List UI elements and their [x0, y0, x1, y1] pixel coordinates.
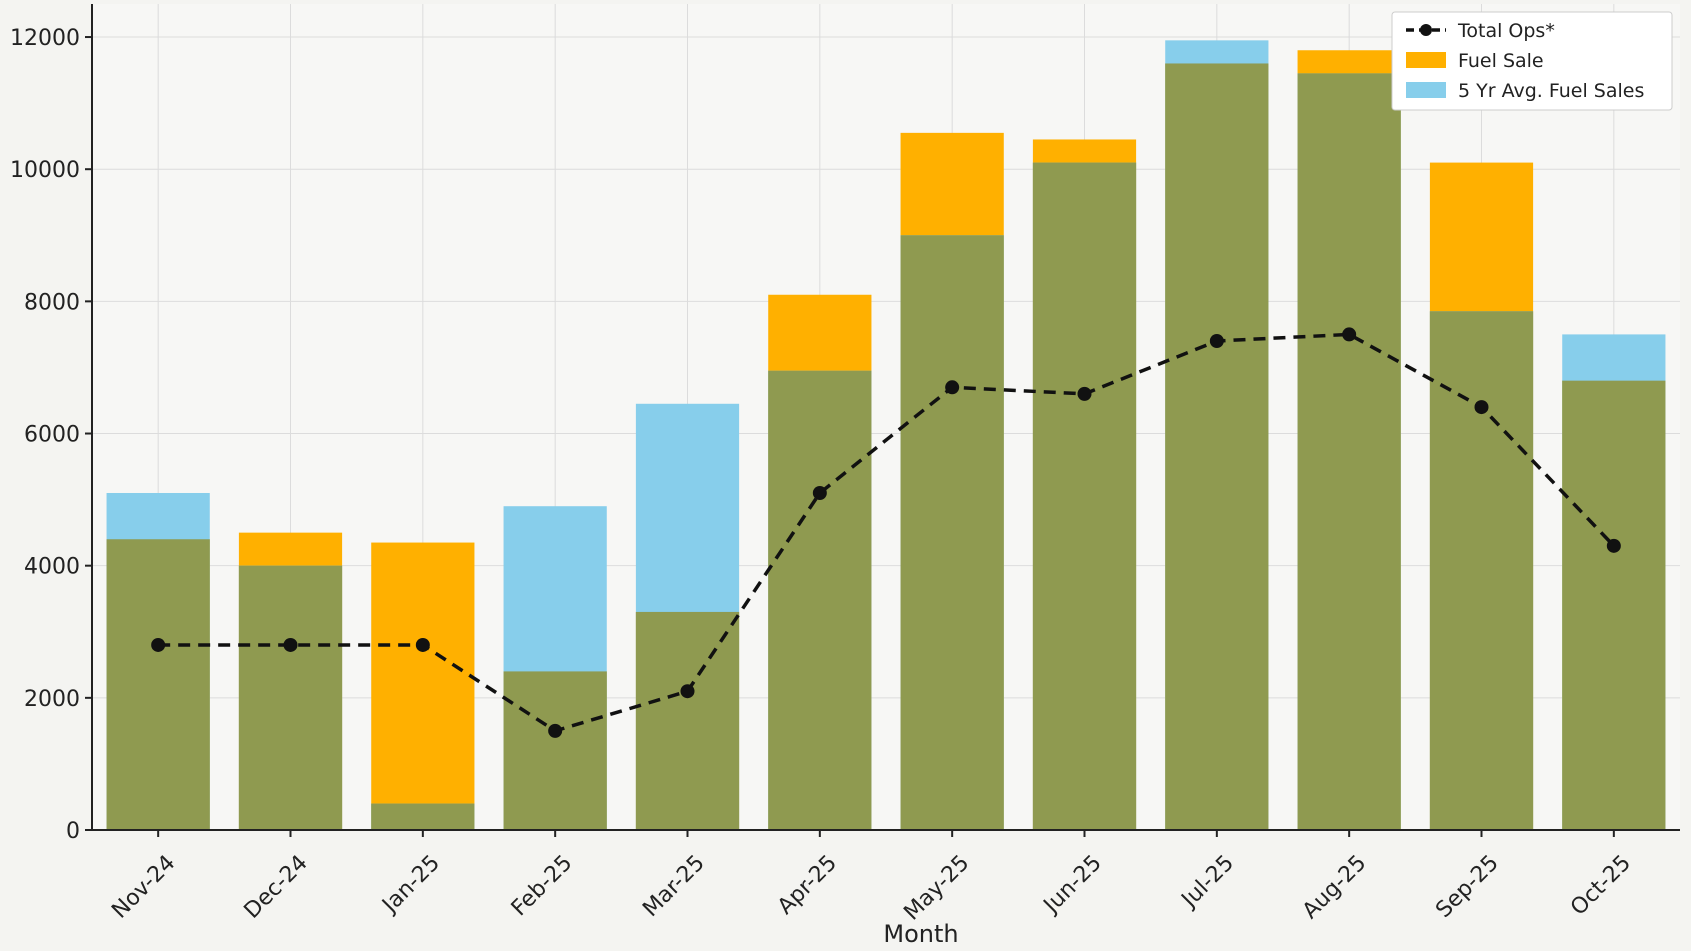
y-tick-label: 12000 — [10, 26, 80, 51]
x-tick-label: Apr-25 — [773, 851, 842, 920]
y-tick-label: 4000 — [24, 555, 80, 580]
x-tick-label: Mar-25 — [638, 851, 709, 922]
x-tick-label: Aug-25 — [1298, 851, 1371, 924]
point-total-ops — [680, 684, 695, 699]
x-tick-label: Jan-25 — [377, 851, 445, 919]
bar-overlap — [1165, 63, 1269, 831]
x-tick-label: Dec-24 — [240, 851, 313, 924]
bar-fuel-sale — [371, 542, 475, 830]
legend-swatch — [1406, 82, 1446, 98]
point-total-ops — [812, 485, 827, 500]
x-tick-label: Nov-24 — [107, 851, 180, 924]
plot-area — [92, 4, 1680, 830]
y-tick-label: 6000 — [24, 423, 80, 448]
y-tick-label: 0 — [66, 819, 80, 844]
x-tick-label: Oct-25 — [1566, 851, 1636, 921]
bar-overlap — [1429, 311, 1534, 831]
point-total-ops — [283, 637, 298, 652]
bar-overlap — [1032, 162, 1137, 831]
point-total-ops — [151, 637, 166, 652]
y-tick-label: 2000 — [24, 687, 80, 712]
bar-overlap — [1297, 73, 1401, 830]
x-axis-title: Month — [883, 920, 958, 948]
point-total-ops — [548, 723, 563, 738]
bar-overlap — [238, 565, 343, 830]
legend-label: 5 Yr Avg. Fuel Sales — [1458, 80, 1644, 102]
x-tick-label: May-25 — [899, 851, 974, 926]
bar-overlap — [900, 235, 1004, 830]
legend-box — [1391, 11, 1673, 111]
point-total-ops — [945, 380, 960, 395]
point-total-ops — [1209, 334, 1224, 349]
bar-overlap — [503, 671, 607, 830]
legend-marker-total-ops — [1420, 24, 1432, 36]
y-tick-label: 10000 — [10, 158, 80, 183]
point-total-ops — [1342, 327, 1357, 342]
x-tick-label: Feb-25 — [507, 851, 578, 922]
legend-label: Fuel Sale — [1458, 50, 1544, 72]
bar-overlap — [371, 803, 475, 830]
legend-swatch — [1406, 52, 1446, 68]
bar-overlap — [635, 611, 740, 830]
bar-overlap — [106, 539, 210, 830]
bar-overlap — [1562, 380, 1666, 830]
y-tick-label: 8000 — [24, 290, 80, 315]
line-total-ops — [158, 332, 1616, 733]
x-tick-label: Jun-25 — [1038, 851, 1107, 920]
x-tick-label: Jul-25 — [1176, 851, 1239, 914]
point-total-ops — [1077, 386, 1092, 401]
point-total-ops — [1474, 400, 1489, 415]
point-total-ops — [1606, 538, 1621, 553]
legend-label: Total Ops* — [1457, 20, 1555, 42]
point-total-ops — [415, 637, 430, 652]
x-tick-label: Sep-25 — [1431, 851, 1503, 923]
bar-overlap — [768, 370, 872, 830]
